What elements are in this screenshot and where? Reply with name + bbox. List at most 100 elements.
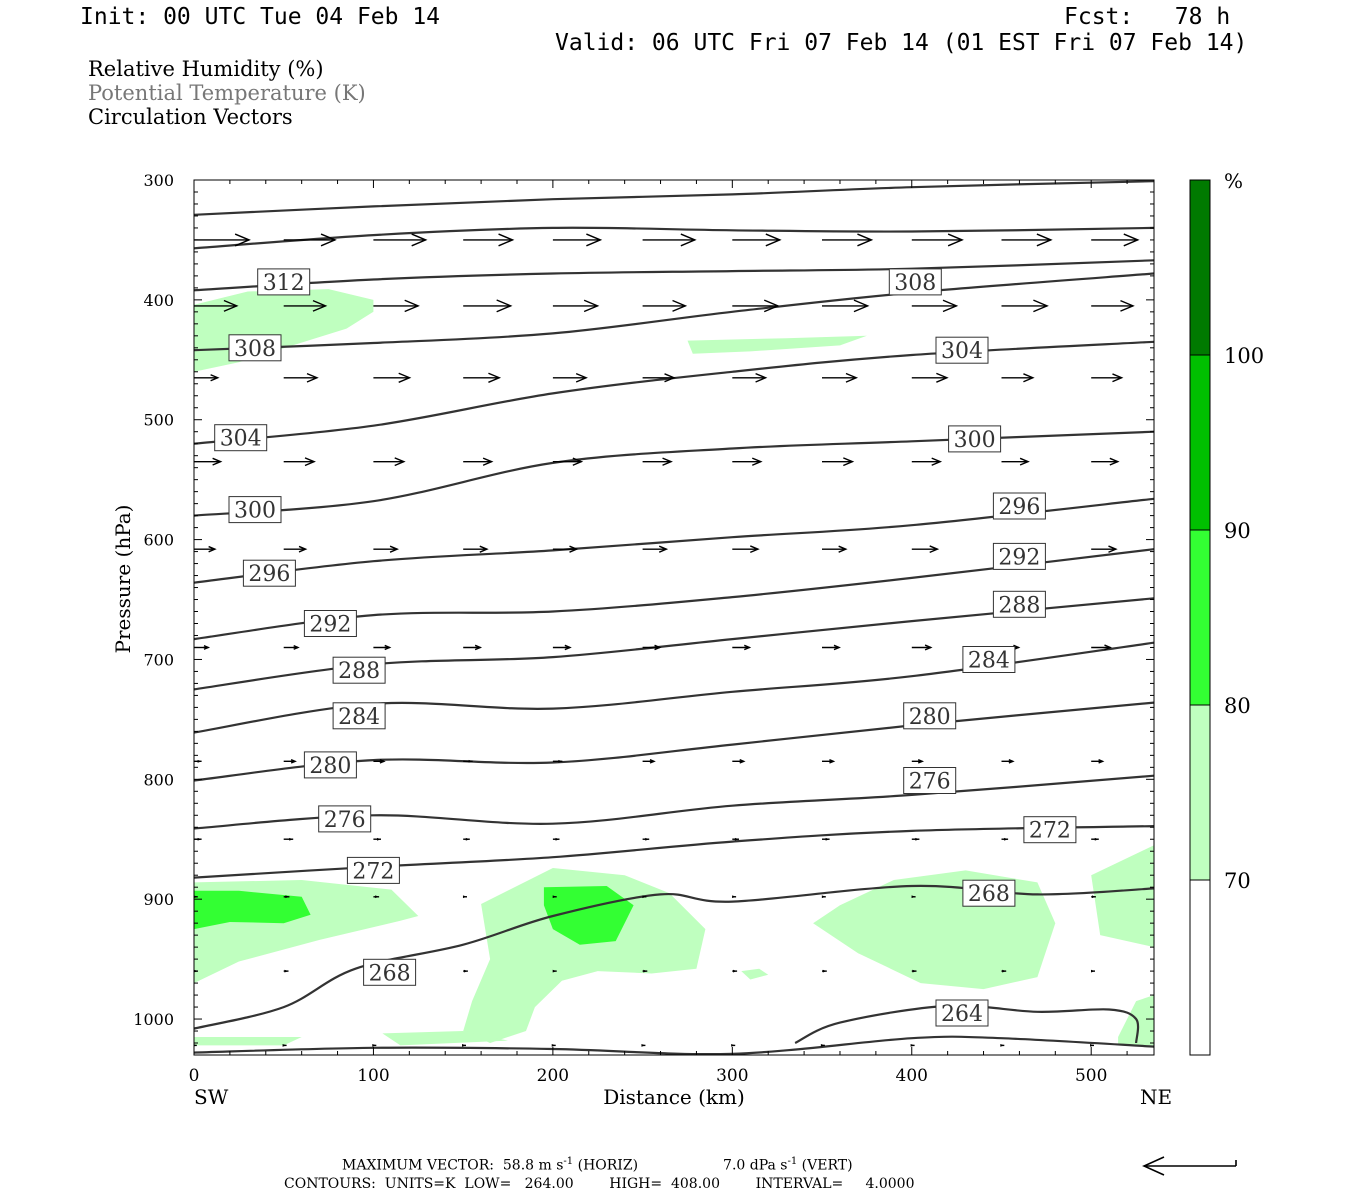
forecast-hour: Fcst: 78 h (1064, 4, 1231, 30)
vector-arrow (732, 837, 739, 841)
vector-arrow (373, 837, 382, 841)
vector-arrow (372, 1044, 377, 1047)
x-tick-label: 500 (1075, 1066, 1107, 1086)
x-tick-label: 200 (537, 1066, 569, 1086)
vector-arrow (463, 545, 489, 553)
contour-label-268-11b: 268 (962, 879, 1016, 907)
vector-arrow (283, 645, 300, 650)
svg-text:292: 292 (998, 545, 1040, 570)
svg-text:288: 288 (338, 659, 380, 684)
y-tick-label: 1000 (133, 1010, 174, 1029)
x-tick-label: 300 (716, 1066, 748, 1086)
vector-arrow (642, 373, 676, 383)
colorbar-unit: % (1224, 169, 1243, 193)
vector-arrow (1091, 233, 1140, 247)
theta-contour-264-12 (794, 1004, 1140, 1045)
contour-label-304-2a: 304 (214, 424, 268, 452)
theta-contour-304-2 (194, 340, 1154, 445)
x-tick-label: 400 (896, 1066, 928, 1086)
vector-arrow (911, 644, 933, 651)
contour-label-312-0a: 312 (257, 268, 311, 296)
contour-label-296-4a: 296 (242, 559, 296, 587)
contour-label-288-6b: 288 (992, 590, 1046, 618)
theta-contour-312-0 (194, 259, 1154, 292)
contour-label-280-8b: 280 (903, 702, 957, 730)
svg-text:300: 300 (954, 428, 996, 453)
vector-arrow (373, 457, 406, 467)
vector-arrow (194, 233, 251, 247)
vector-arrow (463, 372, 502, 383)
vector-arrow (1001, 299, 1049, 313)
vector-arrow (911, 895, 916, 899)
theta-contour-308-1 (194, 272, 1154, 352)
axis-layer: 300 400 500 600 700 800 900 1000 0 100 200 300 400 50… (133, 171, 1154, 1086)
contour-label-272-10b: 272 (1023, 816, 1077, 844)
vector-arrow (552, 837, 560, 841)
vector-arrow (552, 233, 603, 247)
svg-text:312: 312 (263, 271, 305, 296)
theta-contour-320-15 (194, 180, 1154, 216)
vector-arrow (463, 299, 513, 313)
svg-text:304: 304 (220, 427, 262, 452)
vector-arrow (822, 233, 874, 247)
vector-arrow (732, 969, 738, 973)
contour-label-272-10a: 272 (346, 856, 400, 884)
vector-arrow (911, 457, 943, 466)
colorbar-level-label: 80 (1224, 694, 1251, 718)
vector-arrow (1001, 969, 1007, 973)
svg-text:268: 268 (369, 961, 411, 986)
vector-arrow (1090, 1044, 1095, 1047)
vector-arrow (911, 545, 940, 554)
vector-arrow (732, 759, 746, 764)
vector-arrow (911, 233, 964, 247)
contour-label-284-7a: 284 (332, 702, 386, 730)
vector-arrow (642, 895, 647, 899)
vector-arrow (642, 644, 662, 651)
reference-vector-arrow (1142, 1156, 1237, 1176)
y-axis-label: Pressure (hPa) (111, 505, 135, 654)
endpoint-sw: SW (194, 1085, 229, 1109)
contour-label-268-11a: 268 (363, 958, 417, 986)
vector-arrow (732, 233, 782, 247)
vector-arrow (282, 1044, 287, 1047)
vector-arrow (1001, 233, 1053, 247)
vector-arrow (373, 545, 399, 553)
y-tick-label: 600 (143, 531, 174, 550)
colorbar-level-label: 90 (1224, 519, 1251, 543)
vector-arrow (194, 299, 239, 312)
vector-arrow (1091, 457, 1120, 466)
vector-arrow (1091, 759, 1105, 764)
max-vector-vert-label: (VERT) (797, 1157, 853, 1174)
svg-text:276: 276 (324, 808, 366, 833)
vector-arrow (373, 233, 428, 247)
contour-label-308-1b: 308 (888, 268, 942, 296)
vector-arrow (283, 837, 294, 841)
svg-text:288: 288 (998, 593, 1040, 618)
vector-arrow (642, 759, 656, 764)
contour-label-296-4b: 296 (992, 492, 1046, 520)
vector-arrow (194, 759, 202, 763)
vector-arrow (1091, 895, 1096, 899)
rh-region-70-0 (194, 289, 374, 372)
svg-text:292: 292 (309, 613, 351, 638)
contour-label-280-8a: 280 (303, 751, 357, 779)
legend-potential-temperature: Potential Temperature (K) (88, 81, 366, 105)
vector-arrow (642, 233, 697, 247)
vector-arrow (1001, 759, 1015, 764)
y-tick-label: 700 (143, 650, 174, 669)
vector-arrow (1091, 644, 1113, 651)
vector-arrow (1000, 1044, 1005, 1047)
theta-contour-316-14 (194, 226, 1154, 250)
x-tick-label: 100 (357, 1066, 389, 1086)
vector-arrow (1090, 969, 1095, 973)
vector-arrow (822, 759, 836, 764)
rh-region-70-3 (463, 868, 706, 1043)
rh-region-70-4 (813, 870, 1056, 990)
vector-arrow (1001, 373, 1035, 383)
vector-arrow (911, 299, 959, 313)
vector-arrow (1091, 373, 1124, 383)
vector-arrow (463, 644, 483, 651)
vector-arrow (463, 759, 473, 763)
svg-text:284: 284 (968, 649, 1010, 674)
